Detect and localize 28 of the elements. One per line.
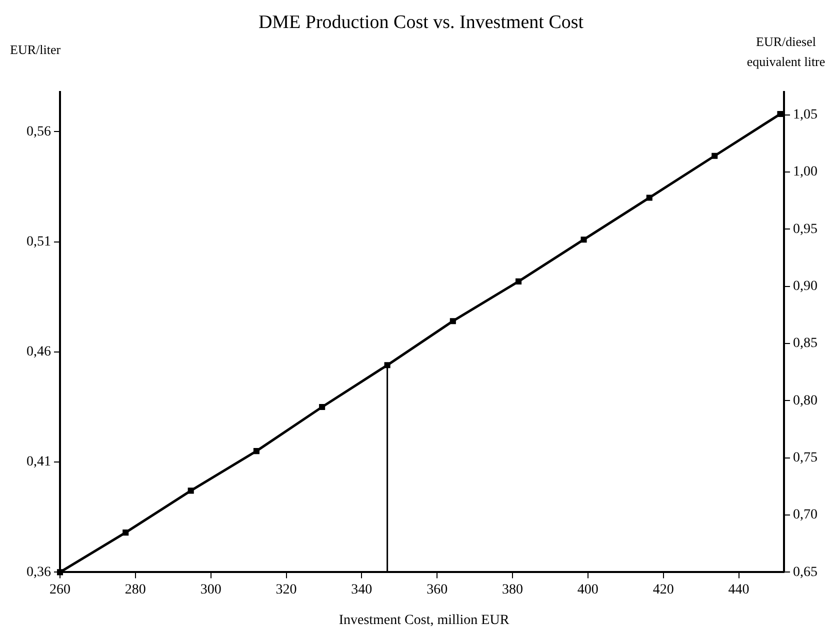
x-tick-label: 440 [728,582,750,598]
x-tick-label: 400 [577,582,598,598]
x-tick-label: 280 [124,582,146,598]
y-tick-label: 0,36 [26,564,51,580]
y-axis-title: EUR/liter [10,42,61,58]
x-tick-label: 340 [351,582,372,598]
y2-tick-label: 0,95 [793,222,818,237]
y2-axis-title: EUR/diesel equivalent litre [746,33,826,71]
y2-tick-label: 0,75 [793,450,818,466]
y2-tick-label: 0,90 [793,279,818,294]
x-tick-label: 420 [652,582,674,598]
y-tick-label: 0,51 [26,234,51,250]
x-tick-label: 320 [276,582,297,598]
y2-tick-label: 1,00 [793,164,818,180]
x-tick-label: 300 [200,582,222,598]
y-tick-label: 0,56 [26,124,51,140]
x-tick-label: 380 [502,582,523,598]
y2-tick-label: 0,65 [793,564,818,580]
chart-title: DME Production Cost vs. Investment Cost [257,12,585,34]
y2-tick-label: 0,80 [793,393,818,408]
x-tick-label: 360 [426,582,448,598]
y2-tick-label: 0,85 [793,336,818,352]
y2-tick-label: 0,70 [793,508,818,523]
x-tick-label: 260 [50,582,70,598]
y2-tick-label: 1,05 [793,108,818,123]
y-tick-label: 0,46 [26,344,51,360]
x-axis-title: Investment Cost, million EUR [338,613,510,629]
y-tick-label: 0,41 [26,454,51,470]
